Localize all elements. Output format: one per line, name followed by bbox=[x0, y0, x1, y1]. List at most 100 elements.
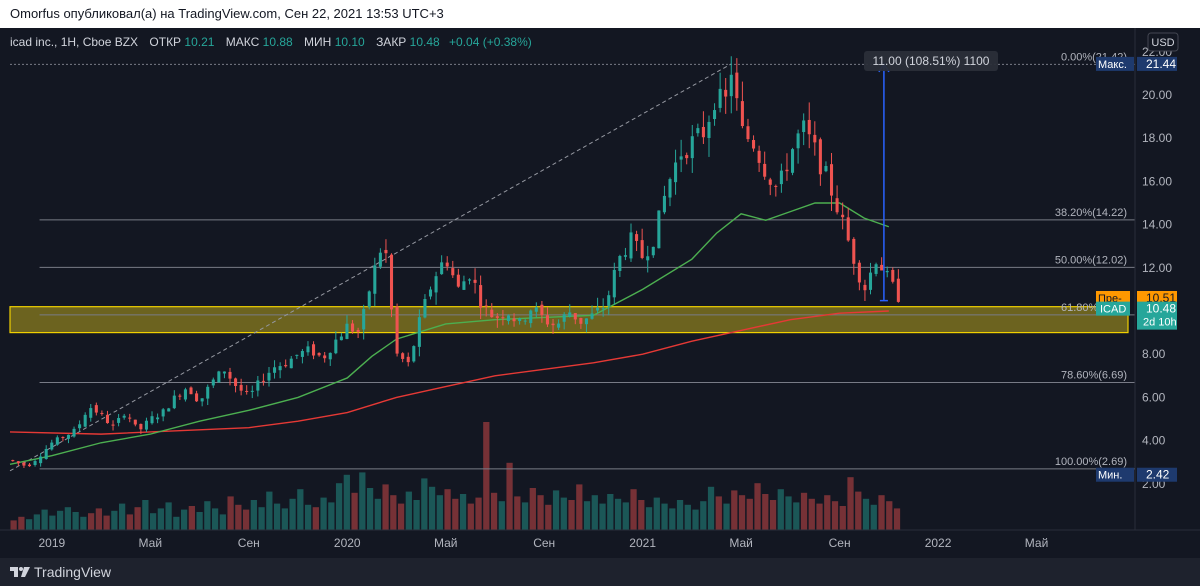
volume-bar bbox=[638, 500, 645, 530]
candle-body bbox=[89, 408, 93, 418]
candle-body bbox=[740, 101, 744, 127]
candle-body bbox=[183, 389, 187, 400]
candle-body bbox=[462, 281, 466, 290]
volume-bar bbox=[886, 501, 893, 530]
volume-bar bbox=[452, 498, 459, 530]
time-tick-label: Сен bbox=[829, 536, 851, 550]
time-axis[interactable]: 2019 Май Сен 2020 Май Сен 2021 Май Сен 2022 Май bbox=[0, 529, 1200, 550]
ticker-tag: ICAD bbox=[1100, 304, 1126, 316]
tradingview-logo-icon bbox=[10, 567, 30, 577]
trend-line[interactable] bbox=[9, 63, 732, 472]
candle-body bbox=[885, 270, 889, 273]
volume-bar bbox=[103, 515, 110, 530]
measure-label: 11.00 (108.51%) 1100 bbox=[873, 54, 990, 68]
time-tick-label: 2019 bbox=[38, 536, 65, 550]
volume-bar bbox=[142, 500, 149, 530]
volume-bar bbox=[289, 498, 296, 530]
candle-body bbox=[868, 272, 873, 290]
candle-body bbox=[206, 386, 210, 399]
candle-body bbox=[350, 323, 355, 332]
candle-body bbox=[707, 121, 711, 138]
volume-bar bbox=[374, 498, 381, 530]
price-tick-label: 16.00 bbox=[1142, 174, 1172, 188]
volume-bar bbox=[676, 500, 684, 530]
candle-body bbox=[713, 110, 717, 120]
price-chart[interactable]: 0.00%(21.42)38.20%(14.22)50.00%(12.02)61… bbox=[0, 28, 1200, 558]
volume-bar bbox=[645, 507, 653, 530]
candle-body bbox=[328, 352, 332, 360]
volume-bar bbox=[576, 484, 583, 530]
volume-bar bbox=[49, 515, 56, 530]
candle-body bbox=[66, 434, 71, 439]
price-range-measure[interactable]: 11.00 (108.51%) 1100 bbox=[864, 51, 998, 302]
candle-body bbox=[551, 323, 555, 326]
candle-body bbox=[835, 198, 839, 213]
volume-bar bbox=[878, 495, 885, 530]
candle-body bbox=[44, 448, 48, 459]
candle-body bbox=[479, 285, 483, 308]
volume-bar bbox=[273, 503, 281, 530]
candle-body bbox=[284, 365, 288, 367]
candle-body bbox=[568, 312, 572, 317]
price-axis[interactable]: 2.004.006.008.0010.0012.0014.0016.0018.0… bbox=[1134, 28, 1200, 530]
tradingview-logo[interactable]: TradingView bbox=[10, 564, 111, 580]
candle-body bbox=[690, 136, 694, 159]
fib-retracement[interactable]: 0.00%(21.42)38.20%(14.22)50.00%(12.02)61… bbox=[10, 51, 1135, 470]
volume-bar bbox=[490, 492, 498, 530]
volume-bar bbox=[56, 510, 64, 530]
volume-bar bbox=[467, 503, 474, 530]
volume-bar bbox=[762, 494, 769, 530]
candle-body bbox=[111, 424, 115, 426]
candle-body bbox=[378, 252, 382, 267]
volume-bar bbox=[552, 490, 560, 530]
ma-fast-line bbox=[9, 202, 890, 466]
chart-area[interactable]: 0.00%(21.42) 38.20%(14.22) 50.00%(12.02) 61… bbox=[0, 28, 1200, 558]
legend-open-label: ОТКР bbox=[149, 35, 181, 49]
candle-body bbox=[139, 423, 143, 430]
candle-body bbox=[557, 323, 561, 328]
candle-body bbox=[818, 139, 822, 175]
candle-body bbox=[790, 149, 795, 173]
candle-body bbox=[172, 395, 176, 409]
volume-bar bbox=[382, 484, 389, 530]
time-tick-label: Сен bbox=[238, 536, 260, 550]
candle-body bbox=[105, 414, 109, 424]
candle-body bbox=[72, 428, 76, 437]
pre-market-tag-label-bg bbox=[1096, 290, 1130, 305]
candle-body bbox=[802, 120, 806, 133]
candle-body bbox=[618, 256, 622, 271]
bar-countdown: 2d 10h bbox=[1143, 317, 1177, 329]
candle-body bbox=[356, 330, 360, 332]
volume-bar bbox=[607, 494, 614, 530]
candle-body bbox=[807, 119, 811, 135]
candle-body bbox=[601, 308, 605, 310]
candle-body bbox=[874, 264, 878, 274]
candles bbox=[11, 56, 900, 469]
candle-body bbox=[428, 289, 433, 297]
candle-body bbox=[412, 346, 416, 362]
min-tag-value: 2.42 bbox=[1146, 468, 1170, 482]
legend-open: 10.21 bbox=[184, 35, 214, 49]
candle-body bbox=[824, 166, 828, 172]
candle-body bbox=[11, 460, 15, 462]
price-tick-label: 18.00 bbox=[1142, 131, 1172, 145]
tradingview-brand: TradingView bbox=[34, 564, 112, 580]
volume-bar bbox=[405, 491, 412, 530]
volume-bar bbox=[118, 503, 126, 530]
volume-bar bbox=[862, 498, 870, 530]
volume-bar bbox=[343, 474, 350, 530]
candle-body bbox=[768, 179, 772, 185]
candle-body bbox=[779, 170, 783, 185]
candle-body bbox=[234, 378, 238, 386]
price-tick-label: 8.00 bbox=[1142, 347, 1166, 361]
candle-body bbox=[167, 408, 171, 412]
candle-body bbox=[245, 390, 249, 392]
candle-body bbox=[534, 307, 538, 312]
volume-bar bbox=[87, 513, 95, 530]
volume-bar bbox=[738, 495, 746, 530]
volume-bar bbox=[723, 503, 730, 530]
candle-body bbox=[50, 442, 54, 450]
currency-button[interactable]: USD bbox=[1147, 32, 1179, 52]
volume-bar bbox=[390, 495, 397, 530]
support-zone[interactable] bbox=[9, 306, 1129, 334]
